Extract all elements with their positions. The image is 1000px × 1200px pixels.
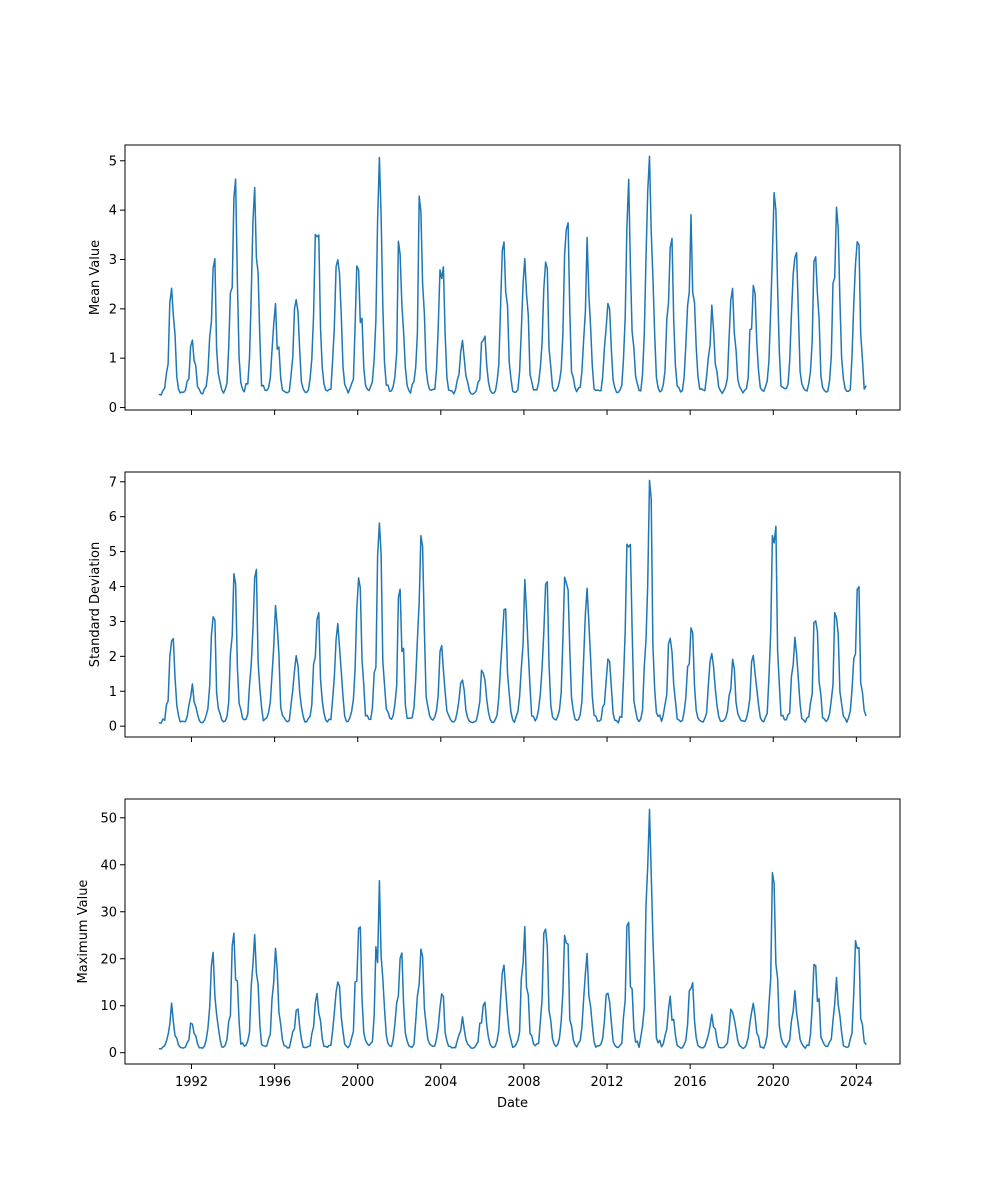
- y-tick-label: 0: [109, 720, 117, 735]
- x-tick-label: 2008: [507, 1075, 540, 1090]
- y-tick-label: 40: [100, 858, 117, 873]
- y-tick-label: 4: [109, 204, 117, 219]
- x-tick-label: 2000: [341, 1075, 374, 1090]
- y-axis-label-standard-deviation: Standard Deviation: [88, 542, 103, 667]
- y-tick-label: 3: [109, 253, 117, 268]
- subplot-maximum-value: 0 10 20 30 40 50 1992 1996 2000 2004 2008 2012 2016 2…: [100, 798, 901, 1090]
- data-line-subplot-mean-value: [158, 155, 867, 396]
- axes-spines: [124, 144, 901, 411]
- y-tick-label: 5: [109, 154, 117, 169]
- y-tick-label: 3: [109, 615, 117, 630]
- x-tick-label: 1996: [258, 1075, 291, 1090]
- y-axis-label-maximum-value: Maximum Value: [76, 880, 91, 984]
- y-tick-label: 6: [109, 510, 117, 525]
- x-tick-label: 1992: [175, 1075, 208, 1090]
- y-tick-label: 0: [109, 1046, 117, 1061]
- x-tick-label: 2004: [424, 1075, 457, 1090]
- y-tick-label: 2: [109, 302, 117, 317]
- y-tick-label: 0: [109, 401, 117, 416]
- y-tick-label: 50: [100, 811, 117, 826]
- y-tick-label: 5: [109, 545, 117, 560]
- y-axis-label-mean-value: Mean Value: [88, 240, 103, 315]
- x-tick-label: 2016: [674, 1075, 707, 1090]
- y-tick-label: 7: [109, 475, 117, 490]
- subplot-mean-value: 0 1 2 3 4 5: [109, 144, 901, 416]
- y-tick-label: 1: [109, 352, 117, 367]
- x-axis-label: Date: [497, 1096, 528, 1111]
- y-tick-label: 30: [100, 905, 117, 920]
- x-tick-label: 2024: [840, 1075, 873, 1090]
- axes-spines: [124, 471, 901, 738]
- y-tick-label: 4: [109, 580, 117, 595]
- y-tick-label: 1: [109, 685, 117, 700]
- y-tick-label: 10: [100, 999, 117, 1014]
- x-tick-label: 2012: [590, 1075, 623, 1090]
- y-tick-label: 20: [100, 952, 117, 967]
- axes-spines: [124, 798, 901, 1065]
- subplot-standard-deviation: 0 1 2 3 4 5 6 7: [109, 471, 901, 742]
- data-line-subplot-maximum-value: [158, 808, 867, 1050]
- x-tick-label: 2020: [757, 1075, 790, 1090]
- y-tick-label: 2: [109, 650, 117, 665]
- data-line-subplot-standard-deviation: [158, 479, 867, 724]
